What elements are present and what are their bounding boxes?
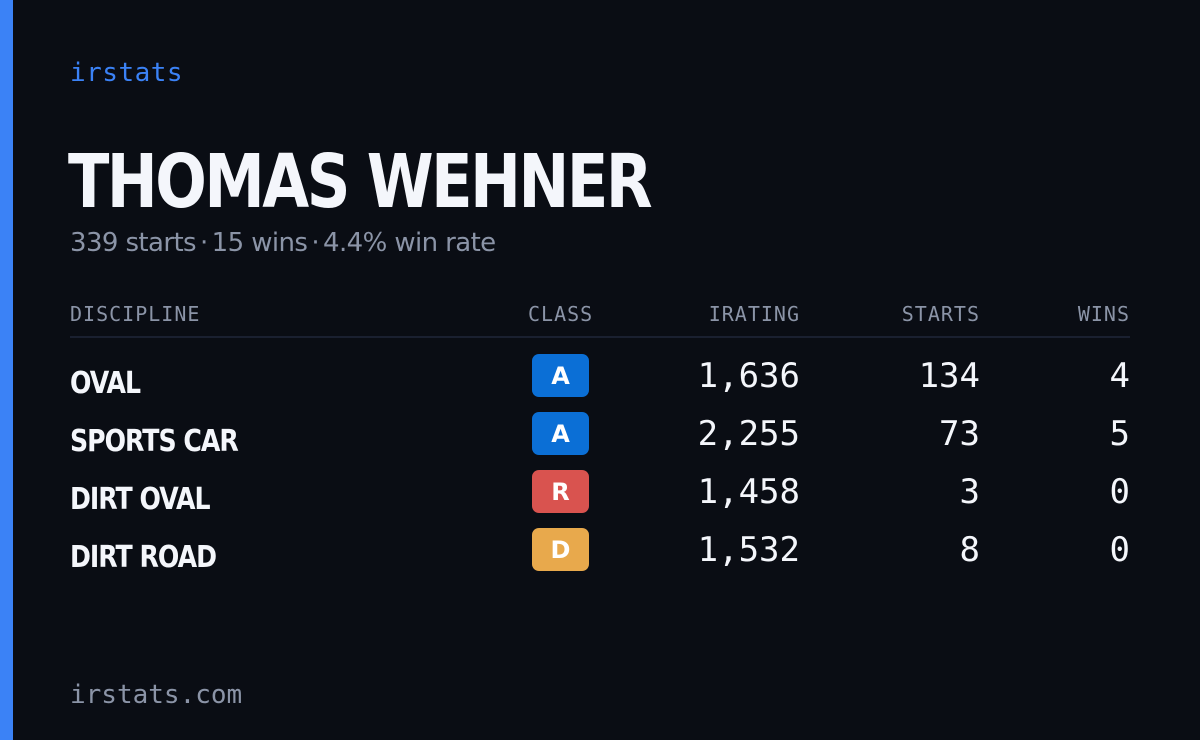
- starts-value: 134: [918, 356, 980, 396]
- discipline-name: OVAL: [70, 366, 141, 401]
- class-badge: D: [532, 528, 589, 571]
- starts-value: 3: [959, 472, 980, 512]
- table-row: SPORTS CAR A 2,255 73 5: [70, 396, 1130, 459]
- wins-value: 5: [1109, 414, 1130, 454]
- separator: ·: [311, 228, 320, 258]
- discipline-name: DIRT OVAL: [70, 482, 211, 517]
- starts-value: 73: [939, 414, 980, 454]
- irating-value: 1,532: [697, 530, 800, 570]
- class-badge: A: [532, 354, 589, 397]
- irating-value: 2,255: [697, 414, 800, 454]
- accent-bar: [0, 0, 13, 740]
- irating-value: 1,636: [697, 356, 800, 396]
- separator: ·: [200, 228, 208, 258]
- header-discipline: DISCIPLINE: [70, 302, 201, 326]
- player-summary: 339 starts · 15 wins · 4.4% win rate: [70, 228, 496, 258]
- wins-value: 4: [1109, 356, 1130, 396]
- win-rate-summary: 4.4% win rate: [323, 228, 496, 258]
- table-row: DIRT ROAD D 1,532 8 0: [70, 512, 1130, 575]
- starts-summary: 339 starts: [70, 228, 197, 258]
- header-wins: WINS: [1077, 302, 1130, 326]
- irating-value: 1,458: [697, 472, 800, 512]
- table-header: DISCIPLINE CLASS IRATING STARTS WINS: [70, 298, 1130, 338]
- wins-summary: 15 wins: [211, 228, 308, 258]
- discipline-table: DISCIPLINE CLASS IRATING STARTS WINS OVA…: [70, 298, 1130, 575]
- player-name: THOMAS WEHNER: [68, 139, 653, 225]
- class-badge: R: [532, 470, 589, 513]
- table-row: OVAL A 1,636 134 4: [70, 338, 1130, 401]
- brand-logo: irstats: [70, 58, 184, 88]
- header-irating: IRATING: [708, 302, 800, 326]
- header-starts: STARTS: [901, 302, 980, 326]
- table-row: DIRT OVAL R 1,458 3 0: [70, 454, 1130, 517]
- discipline-name: SPORTS CAR: [70, 424, 239, 459]
- header-class: CLASS: [528, 302, 594, 326]
- wins-value: 0: [1109, 530, 1130, 570]
- footer-url: irstats.com: [70, 680, 243, 710]
- class-badge: A: [532, 412, 589, 455]
- wins-value: 0: [1109, 472, 1130, 512]
- discipline-name: DIRT ROAD: [70, 540, 217, 575]
- starts-value: 8: [959, 530, 980, 570]
